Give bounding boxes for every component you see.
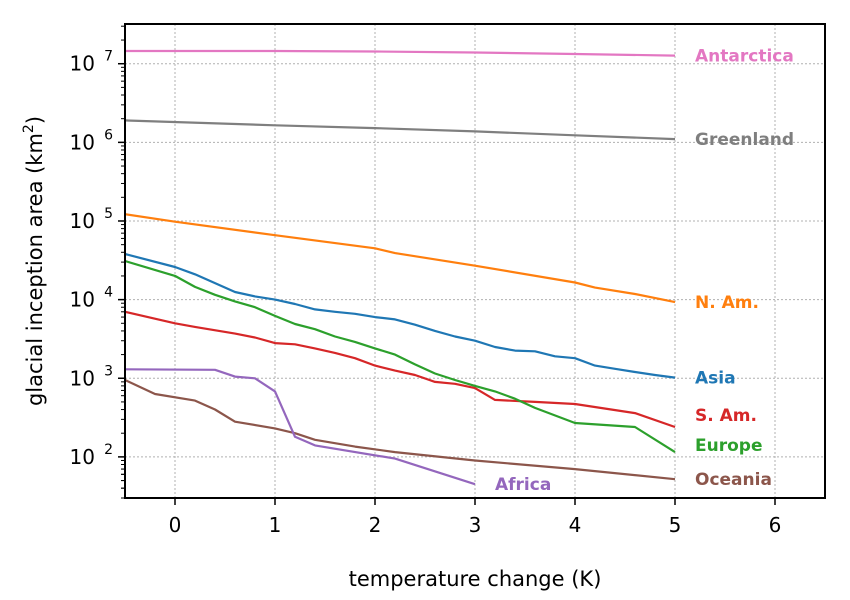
series-line-greenland (124, 119, 676, 141)
x-tick-label: 1 (269, 513, 282, 537)
series-line-europe (124, 259, 676, 454)
y-axis-label-end: ) (23, 116, 47, 124)
y-tick-label: 10 (70, 52, 95, 76)
axis-ticks: 0 1 2 3 4 5 6 10 2 10 3 10 4 10 5 10 6 10 7 (70, 25, 782, 537)
y-tick-label: 10 (70, 366, 95, 390)
series-label: Oceania (695, 470, 772, 490)
series-labels: Antarctica Greenland N. Am. Asia S. Am. Europ… (495, 47, 794, 496)
series-line-antarctica (125, 49, 676, 57)
y-axis-label: glacial inception area (km2) (21, 116, 47, 406)
y-tick-exponent: 3 (104, 363, 113, 379)
y-tick-exponent: 6 (104, 127, 113, 143)
grid (125, 24, 825, 498)
series-line-n-am (124, 213, 676, 304)
y-tick-label: 10 (70, 209, 95, 233)
x-tick-label: 5 (669, 513, 682, 537)
x-tick-label: 0 (169, 513, 182, 537)
y-axis-label-sup: 2 (21, 124, 37, 133)
y-tick-exponent: 2 (104, 442, 113, 458)
y-tick-exponent: 5 (104, 206, 113, 222)
series-line-asia (124, 252, 676, 379)
x-tick-label: 2 (369, 513, 382, 537)
y-tick-label: 10 (70, 130, 95, 154)
series-lines (124, 49, 676, 486)
x-axis-label: temperature change (K) (349, 567, 602, 591)
y-tick-label: 10 (70, 445, 95, 469)
y-tick-exponent: 7 (104, 49, 113, 65)
x-tick-label: 6 (769, 513, 782, 537)
series-line-africa (124, 368, 476, 486)
y-tick-exponent: 4 (104, 285, 113, 301)
y-axis-label-main: glacial inception area (km (23, 133, 47, 406)
series-line-oceania (124, 379, 676, 481)
series-label: Greenland (695, 130, 794, 150)
series-label: Africa (495, 475, 551, 495)
y-tick-label: 10 (70, 288, 95, 312)
series-label: Antarctica (695, 47, 794, 67)
series-label: Asia (695, 369, 736, 389)
series-label: S. Am. (695, 406, 757, 426)
series-label: N. Am. (695, 293, 759, 313)
x-tick-label: 4 (569, 513, 582, 537)
x-tick-label: 3 (469, 513, 482, 537)
series-label: Europe (695, 436, 762, 456)
